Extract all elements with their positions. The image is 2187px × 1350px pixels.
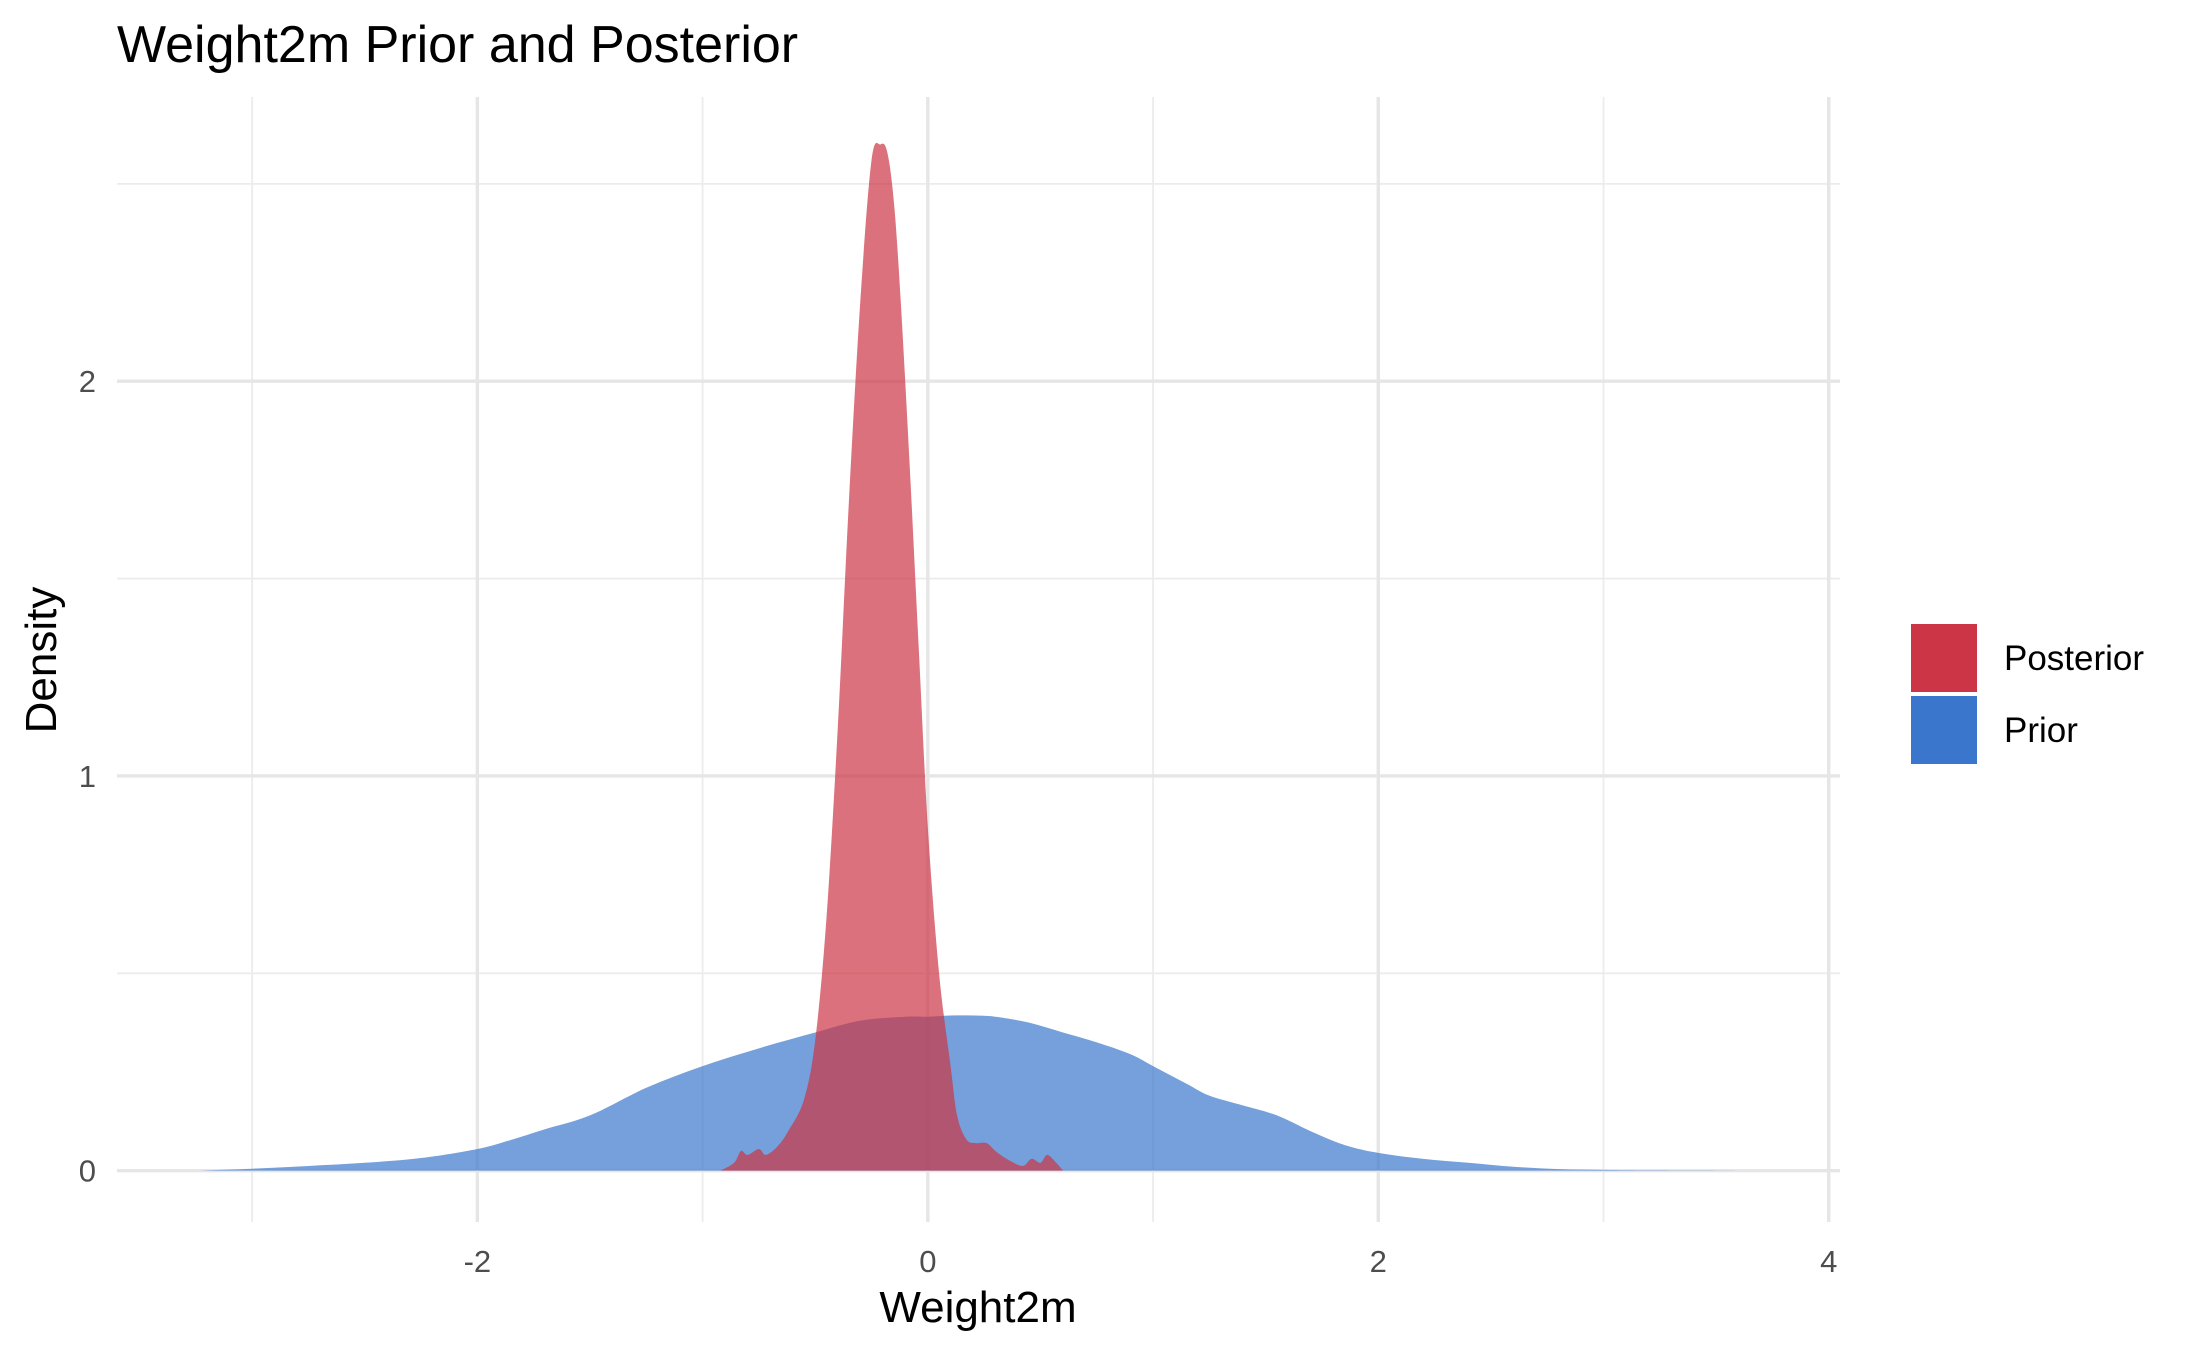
posterior-legend-label: Posterior xyxy=(2004,639,2144,678)
x-tick-label: 4 xyxy=(1820,1244,1837,1279)
y-axis-title: Density xyxy=(17,587,66,734)
gridlines xyxy=(117,97,1840,1222)
y-tick-label: 1 xyxy=(79,759,96,794)
posterior-legend-key xyxy=(1911,624,1977,692)
y-tick-label: 2 xyxy=(79,364,96,399)
x-axis-title: Weight2m xyxy=(879,1283,1076,1332)
x-tick-label: -2 xyxy=(464,1244,492,1279)
x-tick-label: 2 xyxy=(1370,1244,1387,1279)
y-axis-ticks: 0 1 2 xyxy=(79,364,96,1188)
prior-density-area xyxy=(195,1015,1773,1171)
y-tick-label: 0 xyxy=(79,1154,96,1189)
chart-title: Weight2m Prior and Posterior xyxy=(117,16,798,74)
prior-legend-key xyxy=(1911,696,1977,764)
prior-legend-label: Prior xyxy=(2004,711,2078,750)
legend: Posterior Prior xyxy=(1911,624,2144,764)
x-tick-label: 0 xyxy=(919,1244,936,1279)
x-axis-ticks: -2 0 2 4 xyxy=(464,1244,1838,1279)
density-areas xyxy=(195,142,1773,1171)
posterior-density-area xyxy=(720,142,1063,1171)
